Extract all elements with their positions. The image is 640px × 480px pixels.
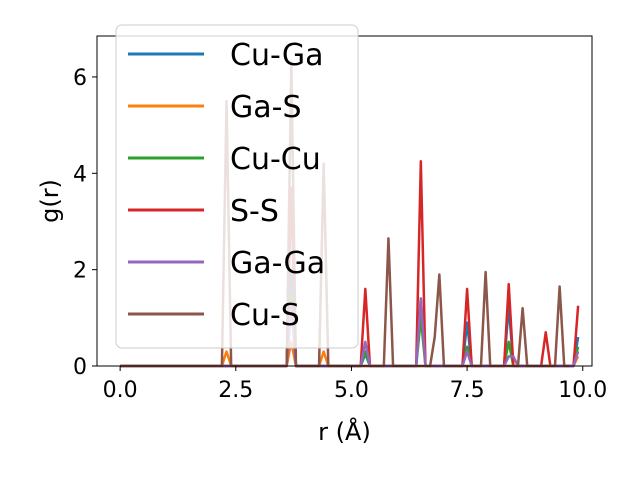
x-tick-label: 7.5 (450, 378, 485, 403)
legend-label-ga-s: Ga-S (230, 90, 302, 125)
legend-label-cu-ga: Cu-Ga (230, 38, 324, 73)
y-tick-label: 4 (73, 162, 87, 187)
x-tick-label: 2.5 (218, 378, 253, 403)
y-axis-label: g(r) (36, 179, 64, 223)
ticks-layer: 0.0 2.5 5.0 7.5 10.0 0 2 4 6 (73, 66, 607, 403)
legend-label-ga-ga: Ga-Ga (230, 246, 325, 281)
x-tick-label: 5.0 (334, 378, 369, 403)
y-tick-label: 0 (73, 355, 87, 380)
y-tick-label: 6 (73, 66, 87, 91)
legend-label-s-s: S-S (230, 194, 279, 229)
x-axis-label: r (Å) (318, 417, 371, 446)
y-tick-label: 2 (73, 259, 87, 284)
legend: Cu-Ga Ga-S Cu-Cu S-S Ga-Ga Cu-S (115, 24, 359, 349)
x-tick-label: 10.0 (558, 378, 607, 403)
x-tick-label: 0.0 (103, 378, 138, 403)
legend-label-cu-s: Cu-S (230, 298, 300, 333)
legend-label-cu-cu: Cu-Cu (230, 142, 321, 177)
